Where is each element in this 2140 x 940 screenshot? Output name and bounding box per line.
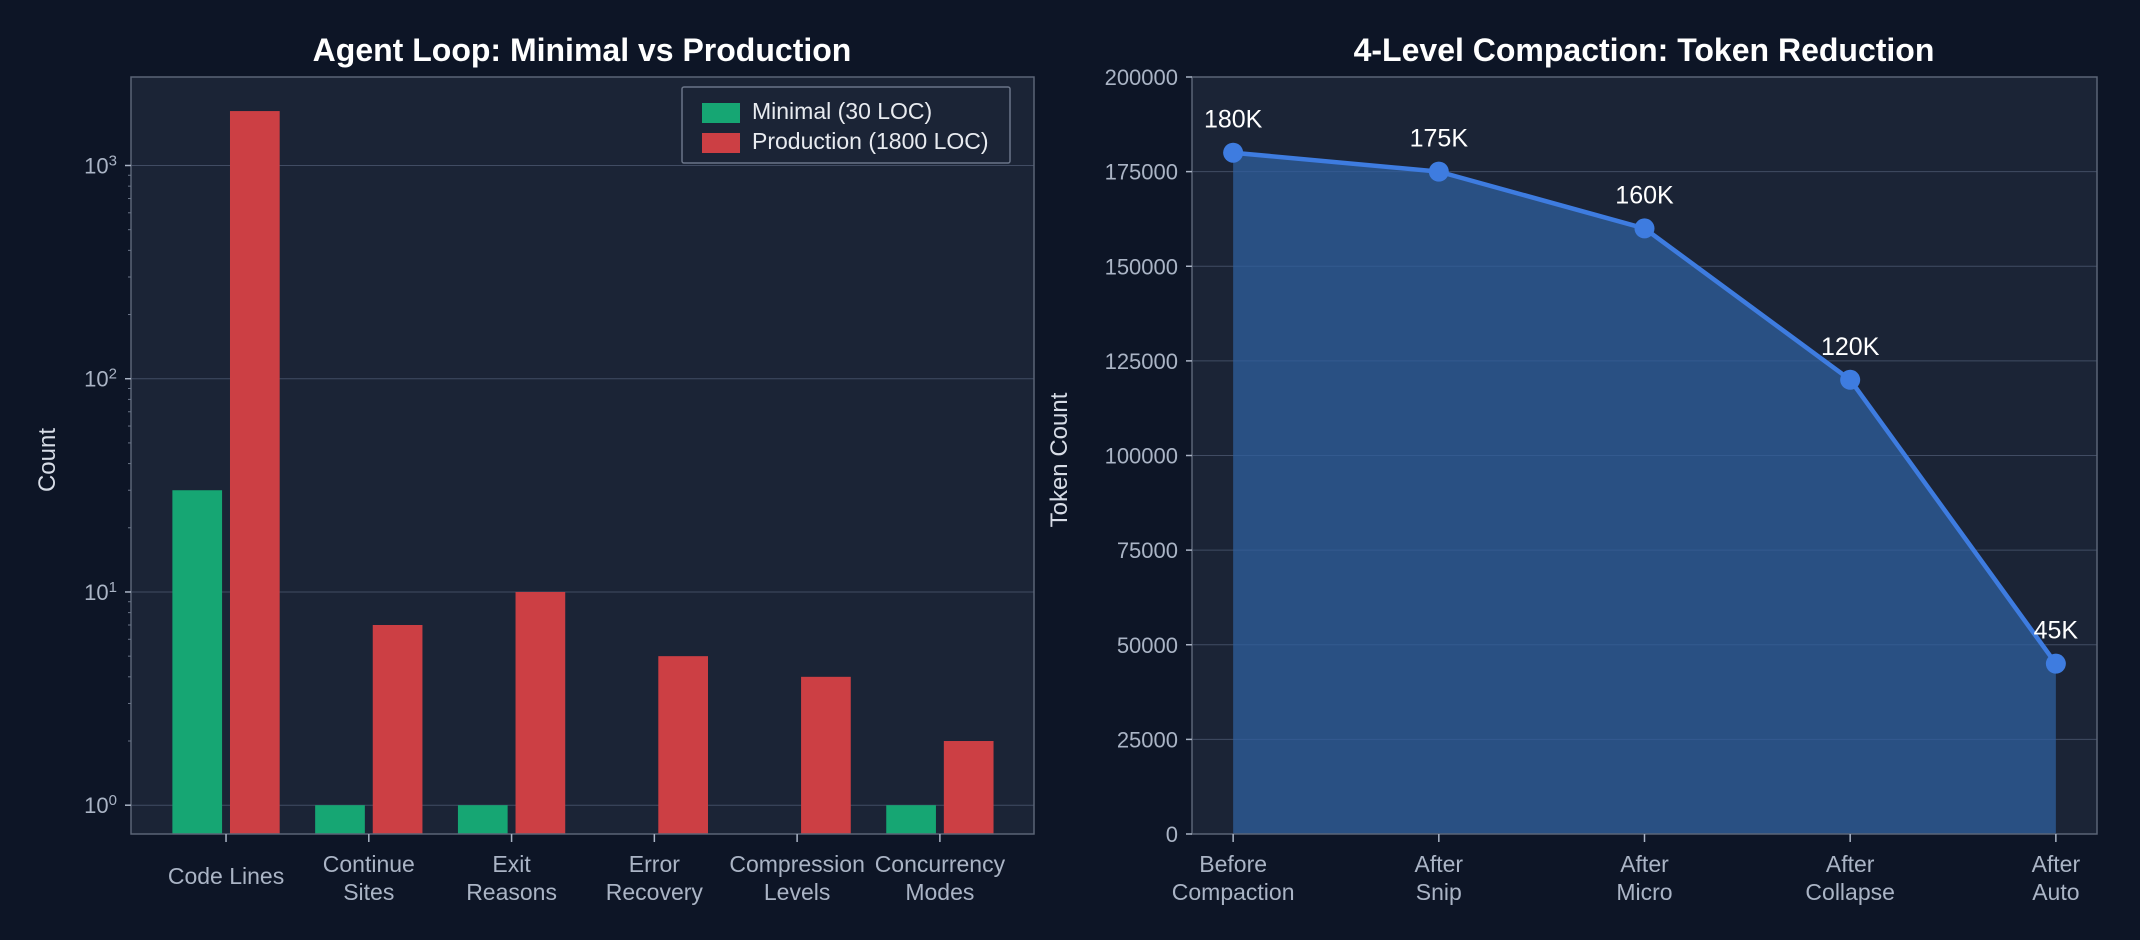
- svg-text:Auto: Auto: [2032, 879, 2079, 905]
- svg-text:Recovery: Recovery: [606, 879, 704, 905]
- svg-text:After: After: [1415, 851, 1464, 877]
- svg-text:125000: 125000: [1105, 349, 1178, 374]
- svg-text:25000: 25000: [1117, 727, 1178, 752]
- svg-text:After: After: [1826, 851, 1875, 877]
- svg-text:103: 103: [84, 152, 117, 179]
- svg-text:175000: 175000: [1105, 160, 1178, 185]
- svg-text:175K: 175K: [1410, 125, 1469, 153]
- svg-text:180K: 180K: [1204, 106, 1263, 134]
- svg-text:101: 101: [84, 578, 117, 605]
- svg-text:4-Level Compaction: Token Redu: 4-Level Compaction: Token Reduction: [1354, 32, 1935, 68]
- svg-text:100: 100: [84, 792, 117, 819]
- svg-text:Reasons: Reasons: [466, 879, 557, 905]
- svg-text:After: After: [1620, 851, 1669, 877]
- svg-text:Production (1800 LOC): Production (1800 LOC): [752, 128, 989, 154]
- svg-text:50000: 50000: [1117, 633, 1178, 658]
- svg-text:0: 0: [1166, 822, 1178, 847]
- svg-text:Concurrency: Concurrency: [875, 851, 1006, 877]
- svg-text:120K: 120K: [1821, 333, 1880, 361]
- svg-text:Sites: Sites: [343, 879, 394, 905]
- svg-text:Snip: Snip: [1416, 879, 1462, 905]
- svg-text:100000: 100000: [1105, 444, 1178, 469]
- svg-text:Minimal (30 LOC): Minimal (30 LOC): [752, 98, 932, 124]
- svg-text:Code Lines: Code Lines: [168, 863, 284, 889]
- svg-text:Token Count: Token Count: [1046, 392, 1073, 527]
- svg-text:Continue: Continue: [323, 851, 415, 877]
- svg-text:160K: 160K: [1615, 181, 1674, 209]
- svg-text:Modes: Modes: [905, 879, 974, 905]
- svg-text:Levels: Levels: [764, 879, 830, 905]
- svg-text:Exit: Exit: [492, 851, 531, 877]
- svg-text:102: 102: [84, 365, 117, 392]
- svg-text:Micro: Micro: [1616, 879, 1672, 905]
- svg-text:Error: Error: [629, 851, 680, 877]
- svg-text:After: After: [2032, 851, 2081, 877]
- svg-text:Count: Count: [34, 428, 61, 492]
- svg-text:45K: 45K: [2034, 617, 2079, 645]
- svg-text:Before: Before: [1199, 851, 1267, 877]
- svg-text:200000: 200000: [1105, 65, 1178, 90]
- svg-text:Compression: Compression: [729, 851, 865, 877]
- svg-text:75000: 75000: [1117, 538, 1178, 563]
- svg-text:Agent Loop: Minimal vs Product: Agent Loop: Minimal vs Production: [313, 32, 852, 68]
- svg-text:Collapse: Collapse: [1805, 879, 1895, 905]
- svg-text:150000: 150000: [1105, 254, 1178, 279]
- svg-text:Compaction: Compaction: [1172, 879, 1295, 905]
